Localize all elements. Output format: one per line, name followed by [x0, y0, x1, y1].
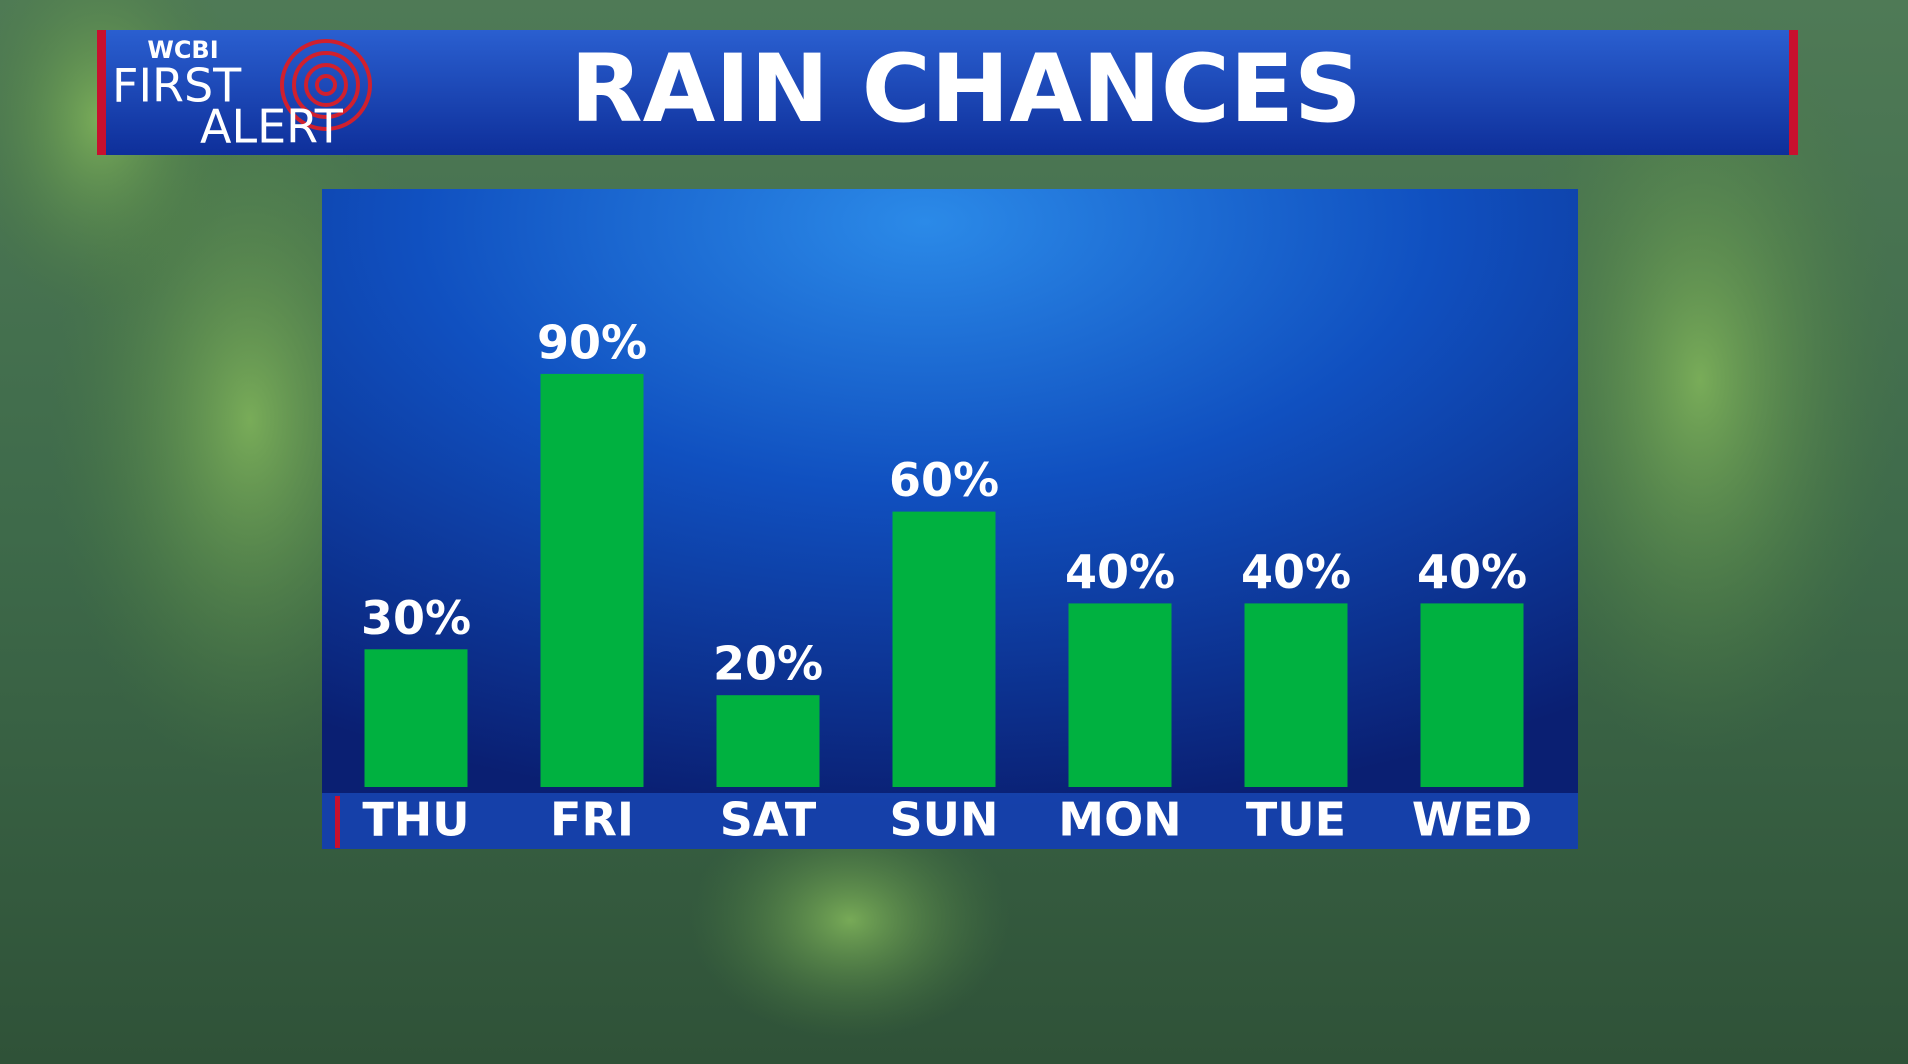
bar: [892, 511, 996, 787]
value-label: 40%: [1417, 545, 1527, 599]
bar: [1244, 603, 1348, 787]
bar: [364, 649, 468, 787]
value-label: 90%: [537, 315, 647, 369]
value-label: 30%: [361, 591, 471, 645]
leaf: [690, 800, 1010, 1040]
value-label: 20%: [713, 637, 823, 691]
value-label: 60%: [889, 453, 999, 507]
chart-title: RAIN CHANCES: [570, 35, 1361, 144]
logo-station: WCBI: [147, 36, 218, 64]
x-tick-label: THU: [362, 793, 469, 847]
value-label: 40%: [1065, 545, 1175, 599]
strip-accent: [335, 796, 340, 848]
value-label: 40%: [1241, 545, 1351, 599]
bar: [1068, 603, 1172, 787]
header-edge: [1789, 30, 1798, 155]
leaf: [1500, 0, 1900, 760]
header-bar: [97, 30, 1798, 155]
logo-line2: ALERT: [200, 100, 344, 154]
bar: [1420, 603, 1524, 787]
x-tick-label: SUN: [890, 793, 999, 847]
bar: [716, 695, 820, 787]
bar: [540, 373, 644, 787]
x-tick-label: TUE: [1246, 793, 1346, 847]
x-tick-label: WED: [1412, 793, 1532, 847]
x-tick-label: SAT: [720, 793, 817, 847]
logo-rings: [280, 39, 372, 131]
category-strip: [322, 793, 1578, 849]
logo-line1: FIRST: [112, 59, 242, 113]
header-edge: [97, 30, 106, 155]
x-tick-label: FRI: [550, 793, 634, 847]
x-tick-label: MON: [1058, 793, 1181, 847]
